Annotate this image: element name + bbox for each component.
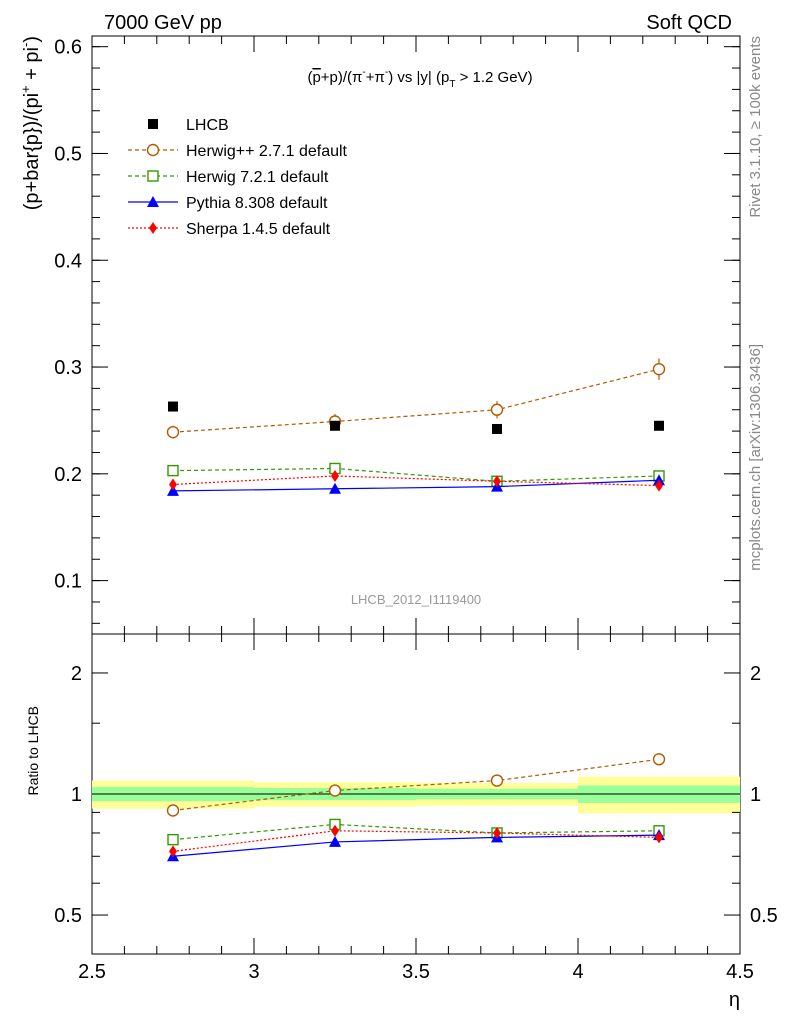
ratio-uncertainty-bands xyxy=(92,776,740,814)
lhcb-data-point xyxy=(168,401,178,412)
ratio-y-tick-label-right: 2 xyxy=(750,663,761,685)
legend-label: Pythia 8.308 default xyxy=(186,195,328,212)
ratio-y-tick-label: 2 xyxy=(71,663,82,685)
series-3-point xyxy=(655,479,663,492)
series-3-point xyxy=(169,478,177,491)
x-tick-label: 2.5 xyxy=(78,961,106,983)
series-3-point xyxy=(493,475,501,488)
series-0-ratio-point xyxy=(652,753,666,766)
lhcb-data-point xyxy=(330,420,340,431)
series-0-point xyxy=(652,362,666,376)
y-tick-label: 0.6 xyxy=(54,37,82,59)
series-0-ratio-point xyxy=(328,784,342,797)
series-0-line xyxy=(172,368,660,433)
x-axis-label: η xyxy=(729,989,740,1011)
x-tick-label: 4 xyxy=(572,961,583,983)
legend-label: Herwig++ 2.7.1 default xyxy=(186,143,348,160)
series-1-point xyxy=(167,464,179,477)
legend: LHCB Herwig++ 2.7.1 default Herwig 7.2.1 d… xyxy=(128,117,348,238)
series-3-ratio-point xyxy=(493,826,501,839)
x-tick-label: 3 xyxy=(248,961,259,983)
y-tick-label: 0.2 xyxy=(54,464,82,486)
series-3-ratio-point xyxy=(169,845,177,858)
legend-marker xyxy=(149,222,157,234)
series-1-line xyxy=(172,467,660,482)
series-0-point xyxy=(490,403,504,416)
ratio-y-tick-label-right: 1 xyxy=(750,784,761,806)
legend-marker xyxy=(148,119,158,129)
y-tick-label: 0.1 xyxy=(54,571,82,593)
series-0-ratio-point xyxy=(166,804,180,817)
legend-label: Herwig 7.2.1 default xyxy=(186,169,329,186)
series-1-ratio-point xyxy=(167,833,179,846)
ratio-y-tick-label-right: 0.5 xyxy=(750,905,778,927)
header-energy-label: 7000 GeV pp xyxy=(104,12,222,34)
x-tick-label: 3.5 xyxy=(402,961,430,983)
series-2-point xyxy=(329,482,341,494)
series-3-ratio-point xyxy=(655,831,663,844)
axes: 2.5 3 3.5 4 4.5 0.1 0.2 0.3 0.4 0.5 0.6 0.5 0.5 1 1 2 2 xyxy=(54,36,778,983)
series-3-ratio-line xyxy=(172,830,660,852)
chart-title: (p+p)/(π-+π-) vs |y| (pT > 1.2 GeV) xyxy=(307,67,532,90)
series-layer xyxy=(166,358,666,862)
legend-label: LHCB xyxy=(186,117,229,134)
main-y-axis-label: (p+bar{p})/(pi+ + pi-) xyxy=(18,36,43,210)
series-0-point xyxy=(166,425,180,439)
header-category-label: Soft QCD xyxy=(646,12,732,34)
ratio-y-tick-label: 1 xyxy=(71,784,82,806)
mcplots-source-label: mcplots.cern.ch [arXiv:1306.3436] xyxy=(747,344,764,571)
series-0-ratio-line xyxy=(172,758,660,812)
legend-label: Sherpa 1.4.5 default xyxy=(186,221,331,238)
legend-marker xyxy=(147,196,159,207)
series-2-ratio-line xyxy=(172,834,660,857)
lhcb-data-point xyxy=(654,420,664,431)
series-2-ratio-point xyxy=(329,835,341,847)
x-tick-label: 4.5 xyxy=(726,961,754,983)
legend-marker xyxy=(147,170,159,182)
series-3-ratio-point xyxy=(331,824,339,837)
legend-marker xyxy=(146,143,160,157)
series-2-line xyxy=(172,479,660,492)
y-tick-label: 0.3 xyxy=(54,357,82,379)
analysis-watermark: LHCB_2012_I1119400 xyxy=(351,592,481,607)
series-0-ratio-point xyxy=(490,774,504,787)
ratio-y-tick-label: 0.5 xyxy=(54,905,82,927)
series-3-point xyxy=(331,469,339,482)
y-tick-label: 0.5 xyxy=(54,143,82,165)
series-3-line xyxy=(172,475,660,487)
ratio-y-axis-label: Ratio to LHCB xyxy=(25,706,41,795)
y-tick-label: 0.4 xyxy=(54,250,82,272)
lhcb-data-point xyxy=(492,423,502,434)
rivet-version-label: Rivet 3.1.10, ≥ 100k events xyxy=(747,36,764,218)
